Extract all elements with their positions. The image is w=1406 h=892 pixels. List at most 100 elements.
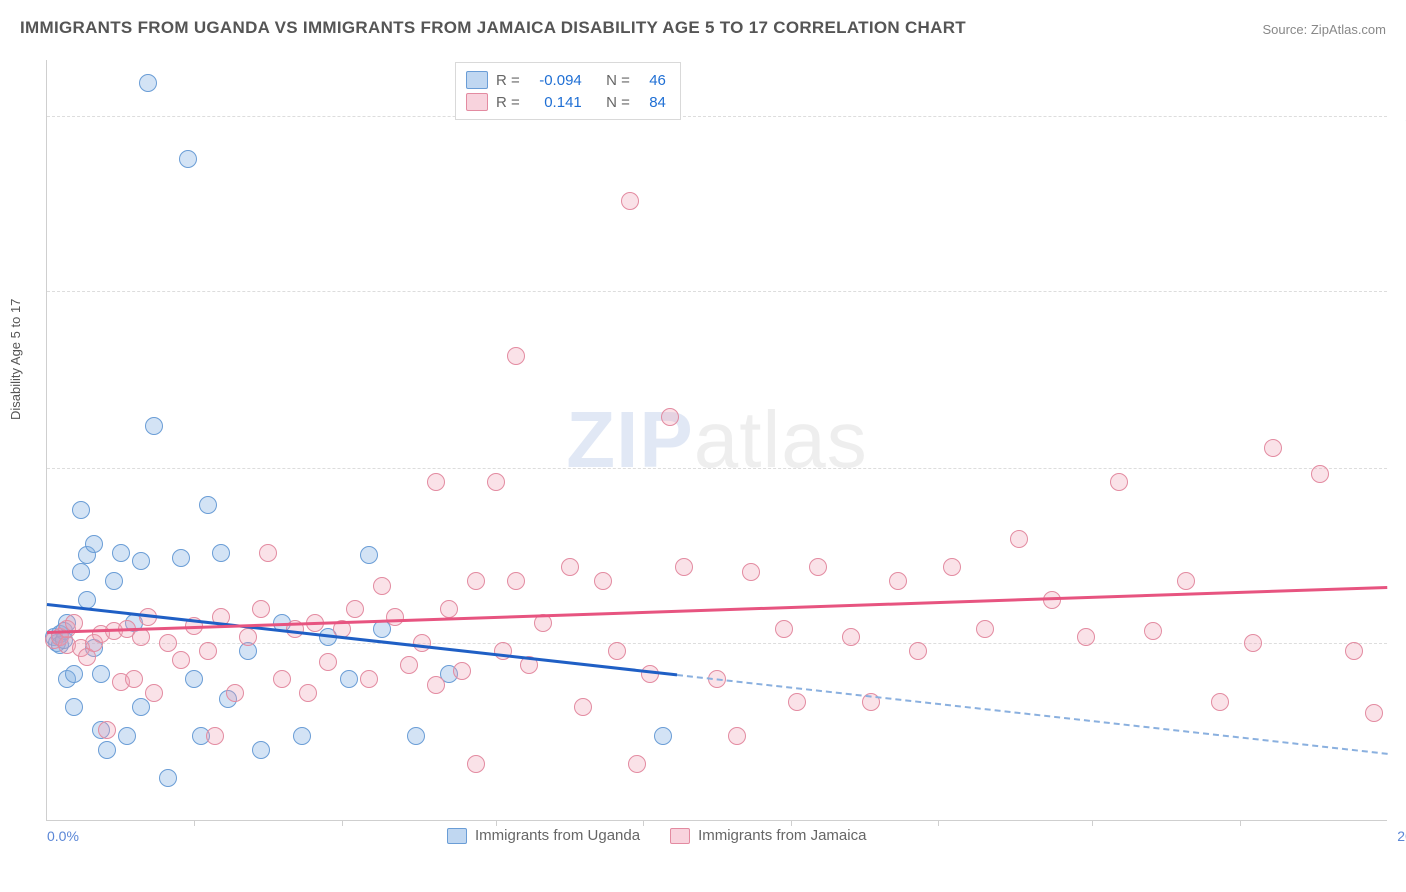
scatter-point-jamaica xyxy=(1177,572,1195,590)
scatter-point-jamaica xyxy=(742,563,760,581)
scatter-point-uganda xyxy=(172,549,190,567)
scatter-point-uganda xyxy=(105,572,123,590)
scatter-point-jamaica xyxy=(661,408,679,426)
legend-row-jamaica: R = 0.141 N = 84 xyxy=(466,91,666,113)
scatter-point-jamaica xyxy=(373,577,391,595)
scatter-point-jamaica xyxy=(467,572,485,590)
scatter-point-jamaica xyxy=(199,642,217,660)
scatter-point-jamaica xyxy=(1365,704,1383,722)
scatter-point-jamaica xyxy=(413,634,431,652)
scatter-point-jamaica xyxy=(909,642,927,660)
scatter-point-jamaica xyxy=(145,684,163,702)
scatter-point-jamaica xyxy=(628,755,646,773)
scatter-point-jamaica xyxy=(1110,473,1128,491)
scatter-point-jamaica xyxy=(1311,465,1329,483)
scatter-point-uganda xyxy=(139,74,157,92)
scatter-point-jamaica xyxy=(467,755,485,773)
scatter-point-uganda xyxy=(199,496,217,514)
x-tick-mark xyxy=(643,820,644,826)
swatch-blue-icon xyxy=(466,71,488,89)
scatter-point-uganda xyxy=(72,501,90,519)
legend-row-uganda: R = -0.094 N = 46 xyxy=(466,69,666,91)
scatter-point-uganda xyxy=(118,727,136,745)
legend-item-uganda: Immigrants from Uganda xyxy=(447,827,640,844)
scatter-point-jamaica xyxy=(1043,591,1061,609)
scatter-point-jamaica xyxy=(226,684,244,702)
scatter-point-jamaica xyxy=(239,628,257,646)
scatter-point-jamaica xyxy=(594,572,612,590)
y-axis-label: Disability Age 5 to 17 xyxy=(8,299,23,420)
scatter-point-jamaica xyxy=(775,620,793,638)
source-citation: Source: ZipAtlas.com xyxy=(1262,22,1386,37)
scatter-point-uganda xyxy=(159,769,177,787)
scatter-point-jamaica xyxy=(273,670,291,688)
x-tick-max: 20.0% xyxy=(1397,828,1406,844)
gridline xyxy=(47,291,1387,292)
scatter-point-uganda xyxy=(185,670,203,688)
scatter-point-uganda xyxy=(92,665,110,683)
scatter-point-jamaica xyxy=(561,558,579,576)
gridline xyxy=(47,468,1387,469)
watermark: ZIPatlas xyxy=(566,394,867,486)
scatter-point-jamaica xyxy=(172,651,190,669)
scatter-point-uganda xyxy=(340,670,358,688)
scatter-point-uganda xyxy=(145,417,163,435)
scatter-point-jamaica xyxy=(728,727,746,745)
x-tick-mark xyxy=(938,820,939,826)
x-tick-mark xyxy=(791,820,792,826)
scatter-point-uganda xyxy=(65,698,83,716)
scatter-point-jamaica xyxy=(1144,622,1162,640)
scatter-point-jamaica xyxy=(889,572,907,590)
scatter-point-jamaica xyxy=(842,628,860,646)
scatter-point-uganda xyxy=(72,563,90,581)
scatter-point-uganda xyxy=(407,727,425,745)
correlation-legend: R = -0.094 N = 46 R = 0.141 N = 84 xyxy=(455,62,681,120)
scatter-point-jamaica xyxy=(1244,634,1262,652)
scatter-point-jamaica xyxy=(1264,439,1282,457)
scatter-point-jamaica xyxy=(788,693,806,711)
scatter-point-uganda xyxy=(65,665,83,683)
scatter-point-uganda xyxy=(293,727,311,745)
scatter-point-uganda xyxy=(112,544,130,562)
scatter-point-jamaica xyxy=(621,192,639,210)
scatter-point-jamaica xyxy=(976,620,994,638)
swatch-pink-icon xyxy=(670,828,690,844)
scatter-point-jamaica xyxy=(159,634,177,652)
scatter-point-jamaica xyxy=(346,600,364,618)
x-tick-mark xyxy=(1092,820,1093,826)
scatter-point-jamaica xyxy=(206,727,224,745)
scatter-point-jamaica xyxy=(675,558,693,576)
scatter-point-uganda xyxy=(98,741,116,759)
scatter-point-jamaica xyxy=(809,558,827,576)
y-tick-label: 6.3% xyxy=(1395,635,1406,651)
scatter-point-uganda xyxy=(360,546,378,564)
scatter-point-jamaica xyxy=(507,347,525,365)
scatter-point-jamaica xyxy=(259,544,277,562)
scatter-point-jamaica xyxy=(319,653,337,671)
scatter-point-jamaica xyxy=(360,670,378,688)
scatter-point-jamaica xyxy=(132,628,150,646)
x-tick-mark xyxy=(496,820,497,826)
swatch-pink-icon xyxy=(466,93,488,111)
scatter-point-uganda xyxy=(132,698,150,716)
scatter-point-jamaica xyxy=(299,684,317,702)
scatter-point-jamaica xyxy=(427,676,445,694)
scatter-point-jamaica xyxy=(125,670,143,688)
swatch-blue-icon xyxy=(447,828,467,844)
x-tick-mark xyxy=(1240,820,1241,826)
scatter-point-jamaica xyxy=(1077,628,1095,646)
scatter-point-jamaica xyxy=(453,662,471,680)
scatter-point-uganda xyxy=(179,150,197,168)
scatter-point-jamaica xyxy=(440,600,458,618)
chart-container: IMMIGRANTS FROM UGANDA VS IMMIGRANTS FRO… xyxy=(0,0,1406,892)
scatter-point-jamaica xyxy=(943,558,961,576)
trend-line-dashed xyxy=(677,674,1387,755)
x-tick-mark xyxy=(194,820,195,826)
scatter-point-jamaica xyxy=(1010,530,1028,548)
scatter-point-uganda xyxy=(654,727,672,745)
scatter-point-uganda xyxy=(212,544,230,562)
x-tick-min: 0.0% xyxy=(47,828,79,844)
scatter-point-jamaica xyxy=(494,642,512,660)
y-tick-label: 25.0% xyxy=(1395,108,1406,124)
scatter-point-jamaica xyxy=(98,721,116,739)
